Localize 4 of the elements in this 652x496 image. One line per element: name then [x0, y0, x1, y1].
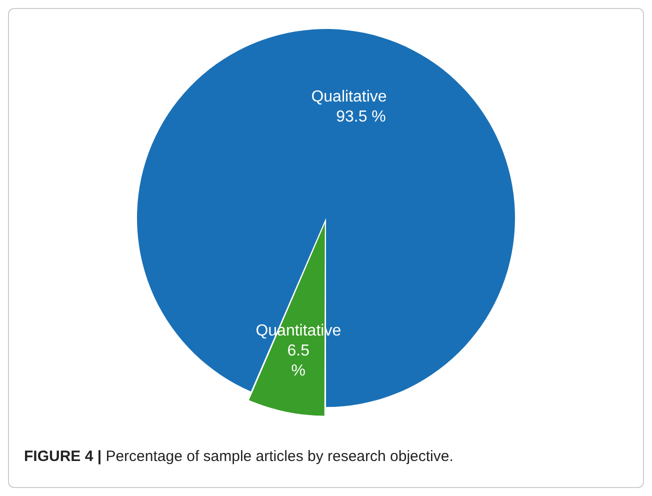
data-label: 6.5 % [287, 342, 310, 380]
slice-label: Qualitative [311, 88, 387, 106]
data-label: 93.5 % [336, 108, 386, 126]
caption: FIGURE 4 | Percentage of sample articles by research objective. [24, 448, 454, 465]
